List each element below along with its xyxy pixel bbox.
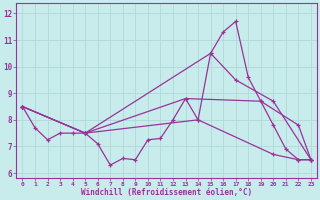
X-axis label: Windchill (Refroidissement éolien,°C): Windchill (Refroidissement éolien,°C): [81, 188, 252, 197]
